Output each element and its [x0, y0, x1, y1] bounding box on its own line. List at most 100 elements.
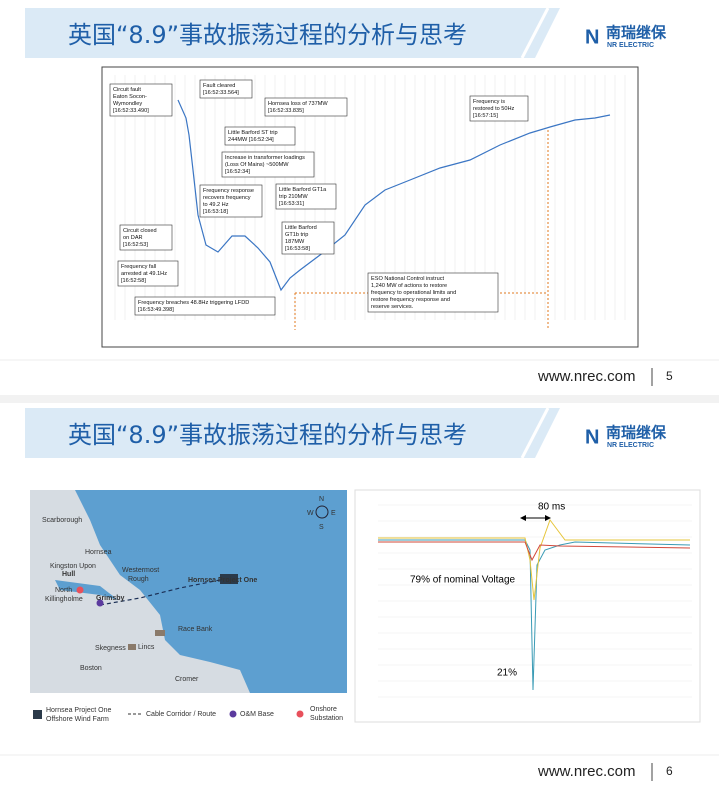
map-label: Kingston Upon [50, 563, 96, 570]
annotation-box [367, 272, 499, 313]
logo-sub: NR ELECTRIC [607, 42, 654, 49]
voltage-note: 21% [497, 668, 517, 679]
map-label: Lincs [138, 644, 155, 651]
annotation-text: [16:53:31] [279, 201, 304, 207]
map-label: Skegness [95, 645, 126, 652]
annotation-text: trip 210MW [279, 194, 308, 200]
compass-label: E [331, 510, 336, 517]
map-label: Scarborough [42, 517, 82, 524]
annotation-box [119, 224, 173, 251]
annotation-text: [16:52:33.564] [203, 90, 239, 96]
annotation-text: [16:52:53] [123, 242, 148, 248]
annotation-box [281, 221, 335, 255]
compass-label: S [319, 524, 324, 531]
legend-text: Onshore [310, 706, 337, 713]
annotation-text: Little Barford [285, 225, 317, 231]
annotation-text: ESO National Control instruct [371, 276, 445, 282]
header-band [25, 408, 560, 458]
annotation-text: 187MW [285, 239, 305, 245]
map-label: Hornsea Project One [188, 577, 257, 584]
annotation-text: [16:57:15] [473, 113, 498, 119]
annotation-box [264, 97, 348, 117]
footer-url: www.nrec.com [537, 763, 636, 780]
map-label: Boston [80, 665, 102, 672]
annotation-text: frequency to operational limits and [371, 290, 456, 296]
map-label: Killingholme [45, 596, 83, 603]
annotation-text: 1,240 MW of actions to restore [371, 283, 447, 289]
annotation-text: Increase in transformer loadings [225, 155, 305, 161]
map-label: Rough [128, 576, 149, 583]
annotation-text: Circuit fault [113, 87, 141, 93]
annotation-text: [16:52:33.835] [268, 108, 304, 114]
annotation-text: Hornsea loss of 737MW [268, 101, 328, 107]
logo: 南瑞继保 [606, 424, 667, 442]
annotation-box [109, 83, 173, 117]
footer-url: www.nrec.com [537, 368, 636, 385]
svg-text:N: N [585, 26, 599, 48]
annotation-box [199, 184, 263, 218]
legend-text: Substation [310, 715, 343, 722]
annotation-text: to 49.2 Hz [203, 202, 229, 208]
annotation-text: [16:53:58] [285, 246, 310, 252]
annotation-text: recovers frequency [203, 195, 251, 201]
annotation-text: reserve services. [371, 304, 414, 310]
map-label: Race Bank [178, 626, 213, 633]
annotation-text: [16:53:49.398] [138, 307, 174, 313]
voltage-note: 80 ms [538, 502, 565, 513]
annotation-box [224, 126, 296, 146]
map-label: Hornsea [85, 549, 112, 556]
slide-2: 英国“8.9”事故振荡过程的分析与思考 N 南瑞继保 NR ELECTRIC S… [0, 407, 719, 781]
voltage-chart [354, 489, 701, 723]
annotation-box [199, 79, 253, 99]
annotation-text: (Loss Of Mains) ~500MW [225, 162, 289, 168]
annotation-text: 244MW [16:52:34] [228, 137, 274, 143]
map-label: Westermost [122, 567, 159, 574]
header-band [25, 8, 560, 58]
legend-text: Offshore Wind Farm [46, 716, 109, 723]
map-label: North [55, 587, 72, 594]
page-number: 6 [666, 764, 673, 778]
annotation-text: Eaton Socon- [113, 94, 147, 100]
annotation-text: [16:52:33.490] [113, 108, 149, 114]
compass-label: W [307, 510, 314, 517]
compass-label: N [319, 496, 324, 503]
annotation-box [275, 183, 337, 210]
voltage-note: 79% of nominal Voltage [410, 575, 516, 586]
annotation-text: Frequency breaches 48.8Hz triggering LFD… [138, 300, 249, 306]
annotation-text: Little Barford ST trip [228, 130, 278, 136]
annotation-text: on DAR [123, 235, 143, 241]
annotation-box [469, 95, 529, 122]
slide-1: 英国“8.9”事故振荡过程的分析与思考 N 南瑞继保 NR ELECTRIC C… [0, 0, 719, 395]
map-label: Hull [62, 571, 75, 578]
annotation-text: Fault cleared [203, 83, 235, 89]
annotation-text: Little Barford GT1a [279, 187, 327, 193]
annotation-text: restored to 50Hz [473, 106, 515, 112]
slide-title: 英国“8.9”事故振荡过程的分析与思考 [68, 21, 467, 49]
annotation-text: [16:52:34] [225, 169, 250, 175]
annotation-text: GT1b trip [285, 232, 308, 238]
annotation-text: Circuit closed [123, 228, 157, 234]
annotation-text: [16:52:58] [121, 278, 146, 284]
annotation-text: arrested at 49.1Hz [121, 271, 167, 277]
annotation-text: restore frequency response and [371, 297, 450, 303]
legend-text: Cable Corridor / Route [146, 711, 216, 718]
page-number: 5 [666, 369, 673, 383]
annotation-box [221, 151, 315, 178]
annotation-text: Frequency is [473, 99, 505, 105]
annotation-text: Wymondley [113, 101, 142, 107]
annotation-box [134, 296, 276, 316]
svg-text:N: N [585, 426, 599, 448]
map-label: Grimsby [96, 595, 125, 602]
legend-text: Hornsea Project One [46, 707, 111, 714]
logo: 南瑞继保 [606, 24, 667, 42]
frequency-trace [177, 99, 611, 292]
annotation-text: Frequency fall [121, 264, 156, 270]
annotation-box [117, 260, 179, 287]
legend-text: O&M Base [240, 711, 274, 718]
annotation-text: [16:53:18] [203, 209, 228, 215]
annotation-text: Frequency response [203, 188, 254, 194]
slide-title: 英国“8.9”事故振荡过程的分析与思考 [68, 421, 467, 449]
map-label: Cromer [175, 676, 199, 683]
logo-sub: NR ELECTRIC [607, 442, 654, 449]
